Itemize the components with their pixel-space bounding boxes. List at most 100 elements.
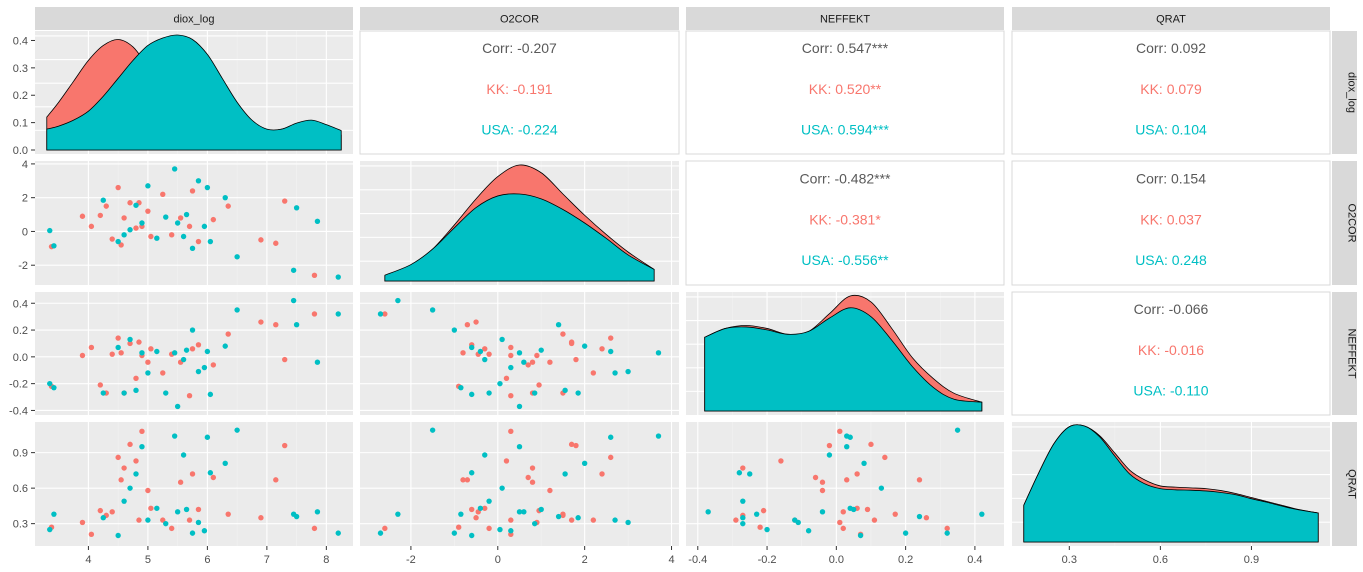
point-usa [174, 403, 181, 410]
point-kk [882, 454, 888, 461]
point-kk [482, 505, 488, 511]
point-usa [395, 511, 401, 517]
point-kk [109, 351, 115, 357]
point-kk [757, 524, 763, 530]
point-kk [160, 517, 166, 523]
point-kk [529, 465, 536, 471]
point-usa [293, 205, 300, 211]
point-usa [204, 184, 211, 191]
corr-label-usa: USA: 0.594*** [801, 121, 889, 137]
point-usa [171, 166, 178, 172]
corr-label-corr: Corr: -0.066 [1134, 301, 1209, 317]
strip-col-label: diox_log [174, 14, 215, 26]
point-kk [79, 213, 86, 219]
x-tick-label: 4 [668, 554, 674, 566]
corr-label-corr: Corr: -0.482*** [799, 170, 891, 186]
point-kk [133, 375, 139, 381]
point-usa [222, 460, 228, 466]
point-usa [335, 530, 341, 536]
point-kk [121, 215, 127, 221]
point-kk [195, 342, 202, 348]
ticks-layer: 4 5 6 7 8 -2 0 2 4 -0.4 -0.2 0.0 0.2 0.4 0.3 0.6 0.9 0.0 0… [9, 35, 1259, 566]
point-kk [760, 507, 767, 514]
point-kk [469, 506, 475, 513]
point-usa [826, 452, 833, 458]
point-usa [655, 350, 662, 356]
point-kk [508, 344, 514, 351]
point-kk [568, 441, 575, 448]
point-usa [538, 347, 544, 353]
strip-col-label: NEFFEKT [820, 14, 870, 26]
corr-label-usa: USA: -0.556** [801, 252, 889, 268]
point-kk [508, 517, 514, 523]
point-usa [555, 321, 562, 328]
point-kk [186, 223, 193, 230]
point-kk [573, 356, 579, 363]
point-kk [923, 515, 930, 521]
point-kk [486, 525, 492, 532]
y-tick-label: -0.2 [9, 379, 28, 391]
point-kk [311, 525, 318, 532]
point-kk [160, 370, 166, 376]
y-tick-label: 2 [22, 193, 28, 205]
point-usa [747, 471, 753, 477]
point-kk [189, 188, 196, 194]
x-tick-label: 5 [145, 554, 151, 566]
point-kk [529, 359, 536, 365]
point-usa [234, 427, 240, 433]
point-kk [115, 184, 121, 191]
y-tick-label: 0.2 [13, 325, 28, 337]
point-usa [293, 513, 300, 520]
point-kk [273, 477, 279, 483]
point-kk [121, 465, 127, 471]
strip-row-label: NEFFEKT [1346, 328, 1358, 378]
y-tick-label: -2 [18, 260, 28, 272]
point-kk [529, 479, 536, 485]
point-usa [469, 532, 475, 539]
point-usa [290, 297, 297, 304]
y-tick-label: 0.0 [13, 352, 28, 364]
point-kk [778, 458, 784, 464]
point-usa [234, 307, 240, 313]
point-usa [979, 511, 985, 517]
point-kk [503, 375, 510, 381]
point-usa [477, 348, 484, 355]
point-kk [473, 515, 479, 521]
point-kk [127, 441, 133, 448]
point-usa [497, 380, 503, 387]
point-usa [847, 434, 853, 440]
point-kk [148, 346, 154, 352]
point-kk [145, 359, 151, 365]
point-usa [335, 274, 341, 280]
point-kk [740, 465, 746, 471]
point-kk [590, 517, 597, 523]
point-usa [740, 520, 746, 527]
point-kk [145, 487, 151, 494]
point-usa [222, 194, 228, 201]
panel-diox_log-diox_log [35, 31, 353, 154]
panel-QRAT-O2COR [360, 422, 679, 546]
y-tick-label: 0.9 [13, 448, 28, 460]
x-tick-label: 0.4 [967, 554, 982, 566]
point-usa [127, 227, 133, 233]
x-tick-label: -2 [406, 554, 416, 566]
point-usa [154, 348, 160, 355]
point-usa [171, 350, 178, 356]
point-kk [460, 350, 466, 356]
point-usa [575, 515, 581, 521]
point-usa [293, 321, 300, 328]
strip-row-NEFFEKT: NEFFEKT [1332, 292, 1358, 415]
point-usa [51, 384, 57, 391]
point-usa [395, 297, 401, 304]
point-kk [560, 331, 566, 337]
point-kk [210, 362, 217, 368]
x-tick-label: 0.2 [898, 554, 913, 566]
point-kk [177, 479, 184, 485]
point-kk [508, 428, 514, 435]
point-usa [154, 505, 160, 511]
point-kk [819, 479, 826, 485]
point-usa [944, 530, 950, 536]
point-kk [733, 517, 739, 523]
point-usa [655, 433, 662, 439]
